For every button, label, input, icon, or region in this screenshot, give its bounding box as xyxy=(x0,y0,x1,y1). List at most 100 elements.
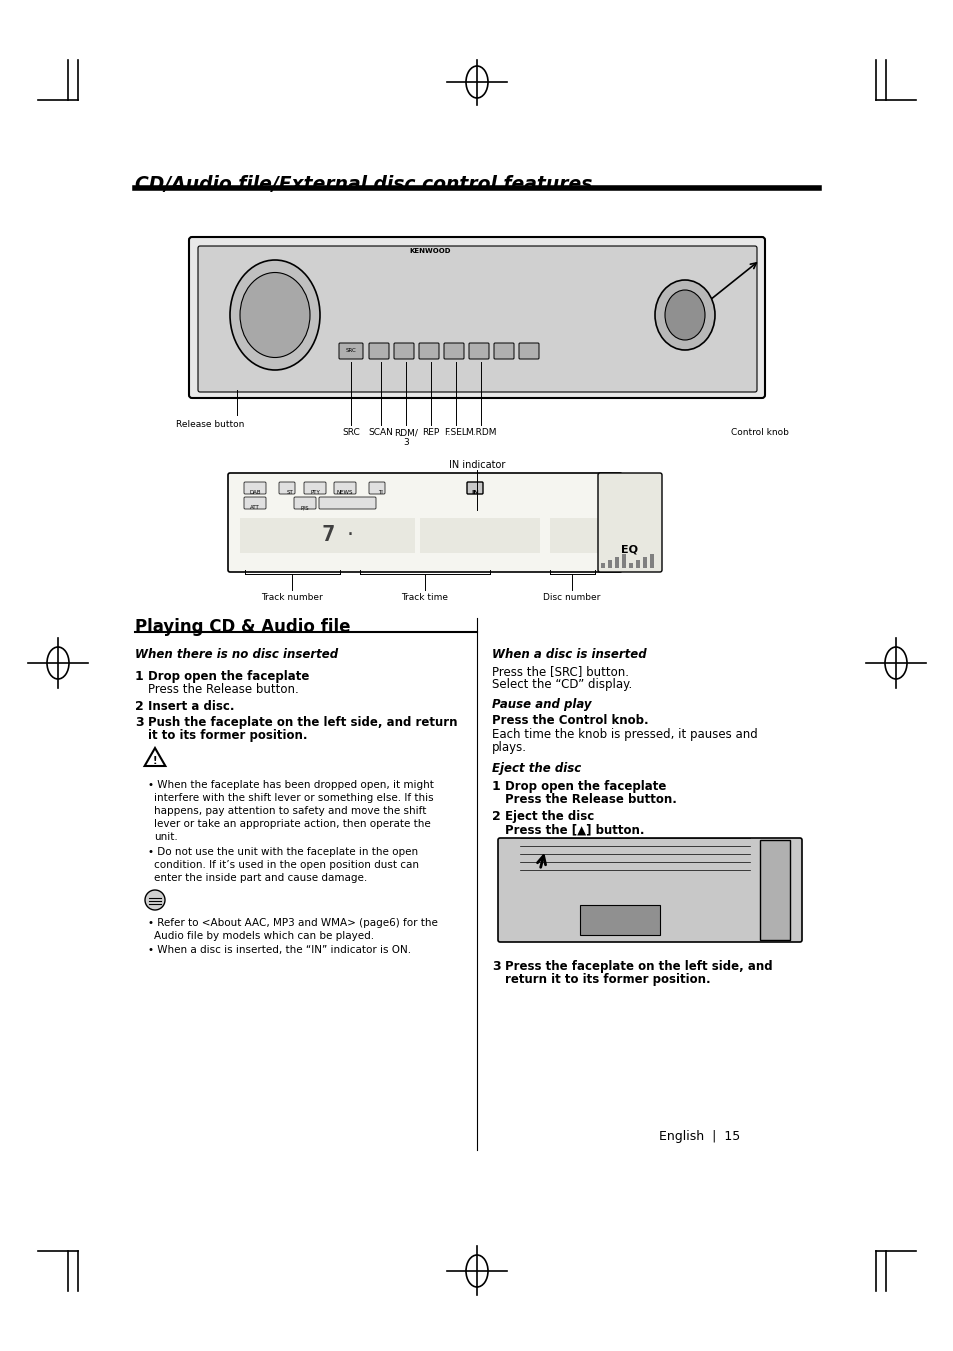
Bar xyxy=(628,563,633,567)
Text: 3: 3 xyxy=(403,438,409,447)
Text: P/S: P/S xyxy=(300,505,309,509)
Text: ·: · xyxy=(346,526,354,544)
Text: KENWOOD: KENWOOD xyxy=(409,249,450,254)
FancyBboxPatch shape xyxy=(497,838,801,942)
FancyBboxPatch shape xyxy=(598,473,661,571)
Ellipse shape xyxy=(240,273,310,358)
Ellipse shape xyxy=(664,290,704,340)
Text: Control knob: Control knob xyxy=(730,428,788,436)
Text: • Do not use the unit with the faceplate in the open: • Do not use the unit with the faceplate… xyxy=(148,847,417,857)
Text: EQ: EQ xyxy=(620,544,638,555)
Text: Track time: Track time xyxy=(401,593,448,603)
FancyBboxPatch shape xyxy=(518,343,538,359)
Text: • When a disc is inserted, the “IN” indicator is ON.: • When a disc is inserted, the “IN” indi… xyxy=(148,944,411,955)
Text: M.RDM: M.RDM xyxy=(465,428,497,436)
FancyBboxPatch shape xyxy=(244,497,266,509)
Text: Each time the knob is pressed, it pauses and: Each time the knob is pressed, it pauses… xyxy=(492,728,757,740)
Text: Press the faceplate on the left side, and: Press the faceplate on the left side, an… xyxy=(504,961,772,973)
Text: 3: 3 xyxy=(492,961,500,973)
FancyBboxPatch shape xyxy=(198,246,757,392)
Text: lever or take an appropriate action, then operate the: lever or take an appropriate action, the… xyxy=(153,819,431,830)
Bar xyxy=(600,563,604,567)
Text: enter the inside part and cause damage.: enter the inside part and cause damage. xyxy=(153,873,367,884)
FancyBboxPatch shape xyxy=(304,482,326,494)
Text: Press the [SRC] button.: Press the [SRC] button. xyxy=(492,665,628,678)
Text: DAB: DAB xyxy=(249,490,260,494)
Text: !: ! xyxy=(152,757,157,766)
Text: When a disc is inserted: When a disc is inserted xyxy=(492,648,646,661)
Text: return it to its former position.: return it to its former position. xyxy=(504,973,710,986)
Text: Release button: Release button xyxy=(175,420,244,430)
FancyBboxPatch shape xyxy=(418,343,438,359)
Text: Eject the disc: Eject the disc xyxy=(504,811,594,823)
Text: English  |  15: English | 15 xyxy=(659,1129,740,1143)
Text: happens, pay attention to safety and move the shift: happens, pay attention to safety and mov… xyxy=(153,807,426,816)
Text: it to its former position.: it to its former position. xyxy=(148,730,307,742)
FancyBboxPatch shape xyxy=(294,497,315,509)
Text: IN indicator: IN indicator xyxy=(448,459,505,470)
Text: Drop open the faceplate: Drop open the faceplate xyxy=(504,780,666,793)
Bar xyxy=(642,557,646,567)
Text: Drop open the faceplate: Drop open the faceplate xyxy=(148,670,309,684)
Ellipse shape xyxy=(655,280,714,350)
Bar xyxy=(419,517,539,553)
Bar xyxy=(579,905,659,935)
Bar xyxy=(607,561,612,567)
Text: SCAN: SCAN xyxy=(368,428,393,436)
Text: F.SEL: F.SEL xyxy=(444,428,467,436)
Text: Press the Release button.: Press the Release button. xyxy=(148,684,298,696)
Text: 1: 1 xyxy=(492,780,500,793)
Text: 2: 2 xyxy=(135,700,144,713)
FancyBboxPatch shape xyxy=(369,343,389,359)
Bar xyxy=(615,557,618,567)
Text: CD/Audio file/External disc control features: CD/Audio file/External disc control feat… xyxy=(135,176,592,195)
Text: Push the faceplate on the left side, and return: Push the faceplate on the left side, and… xyxy=(148,716,457,730)
Text: RDM/: RDM/ xyxy=(394,428,417,436)
Text: SRC: SRC xyxy=(345,349,356,353)
FancyBboxPatch shape xyxy=(467,482,482,494)
FancyBboxPatch shape xyxy=(228,473,621,571)
Text: PTY: PTY xyxy=(310,490,319,494)
Text: Insert a disc.: Insert a disc. xyxy=(148,700,234,713)
FancyBboxPatch shape xyxy=(189,236,764,399)
FancyBboxPatch shape xyxy=(338,343,363,359)
Text: Press the Control knob.: Press the Control knob. xyxy=(492,713,648,727)
Text: REP: REP xyxy=(422,428,439,436)
Bar xyxy=(240,517,415,553)
Text: Audio file by models which can be played.: Audio file by models which can be played… xyxy=(153,931,374,942)
FancyBboxPatch shape xyxy=(334,482,355,494)
Bar xyxy=(760,840,789,940)
Text: ATT: ATT xyxy=(250,505,259,509)
Bar xyxy=(636,561,639,567)
FancyBboxPatch shape xyxy=(244,482,266,494)
Text: 7: 7 xyxy=(321,526,335,544)
Circle shape xyxy=(145,890,165,911)
Text: Select the “CD” display.: Select the “CD” display. xyxy=(492,678,632,690)
FancyBboxPatch shape xyxy=(394,343,414,359)
Text: Eject the disc: Eject the disc xyxy=(492,762,580,775)
Text: Track number: Track number xyxy=(261,593,322,603)
Text: TI: TI xyxy=(377,490,382,494)
Text: Playing CD & Audio file: Playing CD & Audio file xyxy=(135,617,350,636)
FancyBboxPatch shape xyxy=(494,343,514,359)
Text: • Refer to <About AAC, MP3 and WMA> (page6) for the: • Refer to <About AAC, MP3 and WMA> (pag… xyxy=(148,917,437,928)
Text: Pause and play: Pause and play xyxy=(492,698,591,711)
Text: • When the faceplate has been dropped open, it might: • When the faceplate has been dropped op… xyxy=(148,780,434,790)
Text: Disc number: Disc number xyxy=(543,593,600,603)
Text: NEWS: NEWS xyxy=(336,490,353,494)
Text: Press the Release button.: Press the Release button. xyxy=(504,793,677,807)
Text: unit.: unit. xyxy=(153,832,177,842)
Text: When there is no disc inserted: When there is no disc inserted xyxy=(135,648,337,661)
Bar xyxy=(550,517,599,553)
Text: 3: 3 xyxy=(135,716,144,730)
Text: condition. If it’s used in the open position dust can: condition. If it’s used in the open posi… xyxy=(153,861,418,870)
Text: plays.: plays. xyxy=(492,740,526,754)
Text: SRC: SRC xyxy=(342,428,359,436)
Text: Press the [▲] button.: Press the [▲] button. xyxy=(504,823,644,836)
Bar xyxy=(649,554,654,567)
Ellipse shape xyxy=(230,259,319,370)
FancyBboxPatch shape xyxy=(278,482,294,494)
FancyBboxPatch shape xyxy=(318,497,375,509)
Bar xyxy=(621,554,625,567)
FancyBboxPatch shape xyxy=(443,343,463,359)
